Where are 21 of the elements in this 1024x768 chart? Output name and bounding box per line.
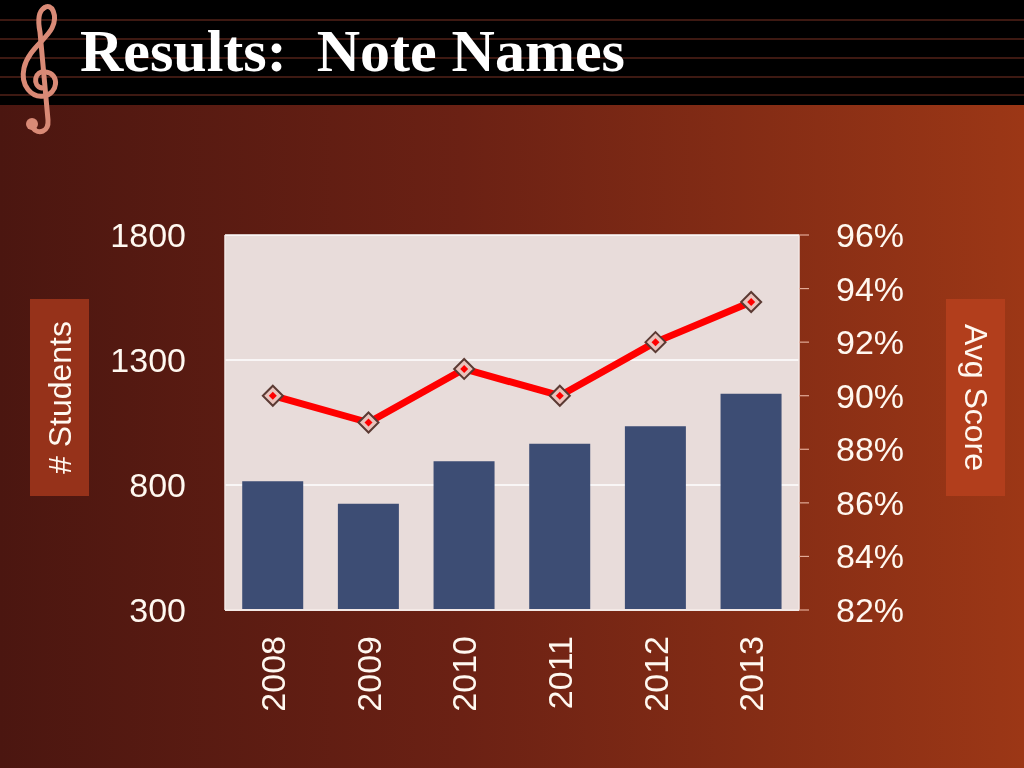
y2-tick-label: 90% [836,376,905,415]
x-tick-label: 2011 [540,636,579,710]
y-tick-label: 1800 [110,216,186,255]
y2-tick-label: 86% [836,483,905,522]
y2-axis-title: Avg Score [957,323,994,472]
y-axis-title: # Students [41,321,78,474]
y2-tick-label: 94% [836,269,905,308]
x-tick-label: 2009 [349,636,388,712]
y2-tick-label: 96% [836,216,905,255]
chart-title: Results: Note Names [80,18,625,84]
y-tick-label: 1300 [110,341,186,380]
x-tick-label: 2012 [636,636,675,712]
x-tick-label: 2013 [732,636,771,712]
y2-tick-label: 82% [836,591,905,630]
y-tick-label: 300 [129,591,186,630]
y2-tick-label: 92% [836,323,905,362]
y2-tick-label: 84% [836,537,905,576]
y-tick-label: 800 [129,466,186,505]
x-tick-label: 2010 [445,636,484,712]
y2-tick-label: 88% [836,430,905,469]
x-tick-label: 2008 [253,636,292,712]
